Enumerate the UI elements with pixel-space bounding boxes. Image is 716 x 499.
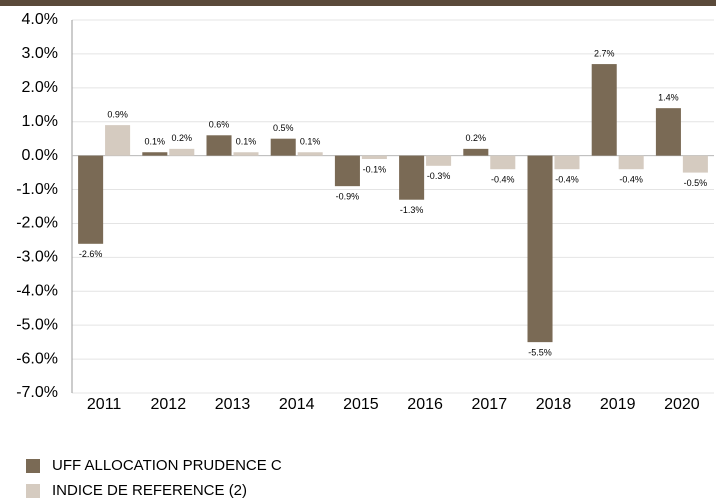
bar: [618, 155, 644, 170]
bar: [426, 155, 452, 166]
legend-swatch: [26, 484, 40, 498]
y-tick-label: 1.0%: [22, 113, 58, 130]
bar: [591, 64, 617, 156]
y-tick-label: 0.0%: [22, 147, 58, 164]
bar: [169, 148, 195, 156]
bar: [270, 138, 296, 156]
bar: [463, 148, 489, 156]
value-label: 1.4%: [658, 93, 679, 103]
y-tick-label: 3.0%: [22, 45, 58, 62]
value-label: -0.1%: [363, 164, 387, 174]
bar: [554, 155, 580, 170]
bar: [105, 125, 131, 156]
x-tick-label: 2018: [536, 396, 572, 413]
x-tick-label: 2012: [151, 396, 187, 413]
x-tick-label: 2016: [407, 396, 443, 413]
y-tick-label: -1.0%: [16, 181, 58, 198]
top-band: [0, 0, 716, 6]
value-label: -0.3%: [427, 171, 451, 181]
value-label: -0.9%: [336, 192, 360, 202]
value-label: -2.6%: [79, 249, 103, 259]
y-tick-label: -4.0%: [16, 282, 58, 299]
x-tick-label: 2011: [87, 396, 122, 413]
bar: [297, 152, 323, 156]
y-tick-label: -2.0%: [16, 215, 58, 232]
y-tick-label: -6.0%: [16, 350, 58, 367]
value-label: -1.3%: [400, 205, 424, 215]
value-label: 0.1%: [145, 137, 166, 147]
bar: [206, 135, 232, 156]
legend-label: UFF ALLOCATION PRUDENCE C: [52, 457, 282, 474]
value-label: -0.4%: [555, 175, 579, 185]
bar: [682, 155, 708, 173]
bar: [527, 155, 553, 343]
x-tick-label: 2017: [472, 396, 508, 413]
x-tick-label: 2020: [664, 396, 700, 413]
legend-label: INDICE DE REFERENCE (2): [52, 482, 247, 499]
value-label: -5.5%: [528, 348, 552, 358]
value-label: -0.5%: [684, 178, 708, 188]
value-label: -0.4%: [491, 175, 515, 185]
value-label: -0.4%: [619, 175, 643, 185]
y-tick-label: -3.0%: [16, 249, 58, 266]
x-tick-label: 2019: [600, 396, 636, 413]
x-tick-label: 2015: [343, 396, 379, 413]
x-tick-label: 2014: [279, 396, 315, 413]
value-label: 0.1%: [236, 137, 257, 147]
bar: [655, 108, 681, 156]
value-label: 0.5%: [273, 123, 294, 133]
value-label: 0.9%: [107, 109, 128, 119]
bar: [78, 155, 104, 244]
bar: [399, 155, 425, 200]
y-tick-label: -5.0%: [16, 316, 58, 333]
legend-swatch: [26, 459, 40, 473]
y-tick-label: -7.0%: [16, 384, 58, 401]
x-tick-label: 2013: [215, 396, 251, 413]
bar: [233, 152, 259, 156]
value-label: 0.2%: [172, 133, 193, 143]
bar: [142, 152, 168, 156]
y-tick-label: 2.0%: [22, 79, 58, 96]
value-label: 0.6%: [209, 120, 230, 130]
bar: [334, 155, 360, 187]
bar: [490, 155, 516, 170]
y-tick-label: 4.0%: [22, 11, 58, 28]
bar: [361, 155, 387, 160]
value-label: 0.2%: [466, 133, 487, 143]
value-label: 0.1%: [300, 137, 321, 147]
value-label: 2.7%: [594, 48, 615, 58]
